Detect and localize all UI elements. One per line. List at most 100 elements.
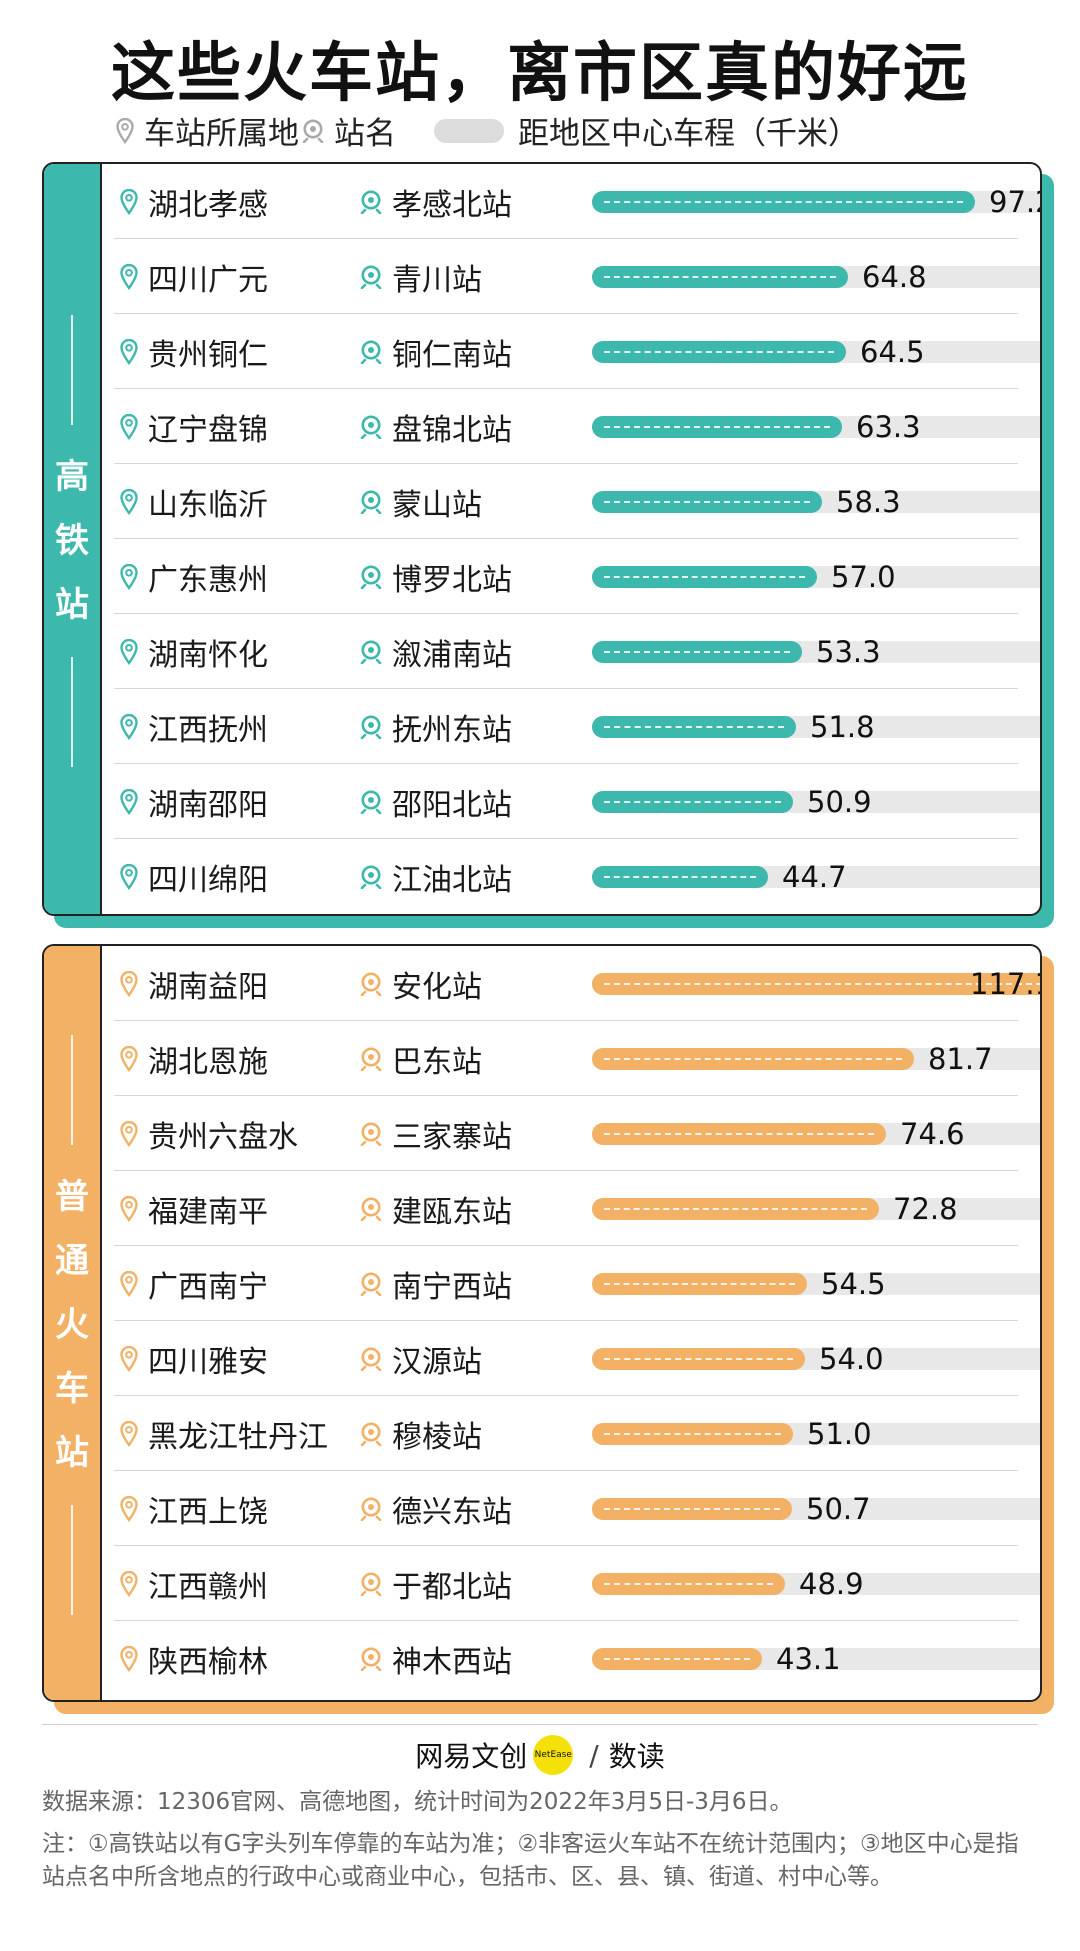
train-icon	[360, 865, 382, 889]
bar	[592, 1273, 807, 1295]
station-name-label: 三家寨站	[392, 1119, 512, 1155]
row-divider	[114, 1095, 1018, 1096]
section-frame: 高铁站 湖北孝感 孝感北站 97.2 四川广元 青川站 64.8 贵州铜仁 铜仁南站 64.5 辽宁…	[42, 162, 1042, 916]
station-name-label: 盘锦北站	[392, 412, 512, 448]
section-side-label: 高铁站	[44, 164, 102, 914]
table-row: 湖南怀化 溆浦南站 53.3	[102, 614, 1040, 689]
bar-track	[592, 716, 1040, 738]
station-name: 于都北站	[360, 1546, 512, 1621]
page-title: 这些火车站，离市区真的好远	[111, 37, 969, 111]
legend-station: 站名	[302, 108, 396, 153]
bar-track	[592, 266, 1040, 288]
table-row: 四川广元 青川站 64.8	[102, 239, 1040, 314]
location-pin-icon	[120, 1120, 138, 1147]
data-label: 44.7	[782, 859, 847, 894]
station-location-label: 贵州六盘水	[148, 1119, 298, 1155]
station-name: 青川站	[360, 239, 482, 314]
table-row: 江西上饶 德兴东站 50.7	[102, 1471, 1040, 1546]
station-name-label: 建瓯东站	[392, 1194, 512, 1230]
station-name: 建瓯东站	[360, 1171, 512, 1246]
station-name-label: 溆浦南站	[392, 637, 512, 673]
train-icon	[360, 265, 382, 289]
train-icon	[360, 415, 382, 439]
data-label: 57.0	[831, 559, 896, 594]
station-name-label: 穆棱站	[392, 1419, 482, 1455]
station-name-label: 邵阳北站	[392, 787, 512, 823]
bar	[592, 341, 846, 363]
station-name-label: 铜仁南站	[392, 337, 512, 373]
bar-track	[592, 866, 1040, 888]
station-name-label: 于都北站	[392, 1569, 512, 1605]
table-row: 广东惠州 博罗北站 57.0	[102, 539, 1040, 614]
station-name-label: 巴东站	[392, 1044, 482, 1080]
train-icon	[360, 972, 382, 996]
station-name: 巴东站	[360, 1021, 482, 1096]
bar-track	[592, 791, 1040, 813]
row-divider	[114, 313, 1018, 314]
row-divider	[114, 1320, 1018, 1321]
station-name: 安化站	[360, 946, 482, 1021]
side-line-bottom	[71, 1505, 73, 1615]
station-name-label: 江油北站	[392, 862, 512, 898]
station-location-label: 黑龙江牡丹江	[148, 1419, 328, 1455]
netease-badge: NetEase	[533, 1735, 574, 1775]
side-line-top	[71, 1035, 73, 1145]
station-name: 蒙山站	[360, 464, 482, 539]
location-pin-icon	[120, 638, 138, 665]
station-location-label: 陕西榆林	[148, 1644, 268, 1680]
station-location: 山东临沂	[120, 464, 268, 539]
station-location: 江西上饶	[120, 1471, 268, 1546]
side-label-char: 站	[55, 1433, 89, 1473]
bar	[592, 1423, 793, 1445]
row-divider	[114, 1245, 1018, 1246]
train-icon	[360, 1422, 382, 1446]
station-location: 湖北孝感	[120, 164, 268, 239]
data-label: 53.3	[816, 634, 881, 669]
train-icon	[360, 1047, 382, 1071]
data-source: 数据来源：12306官网、高德地图，统计时间为2022年3月5日-3月6日。	[42, 1789, 793, 1815]
brand-logo: 网易文创 NetEase / 数读	[0, 1732, 1080, 1778]
data-label: 97.2	[989, 184, 1040, 219]
legend: 车站所属地 站名 距地区中心车程（千米）	[116, 108, 996, 152]
station-name: 孝感北站	[360, 164, 512, 239]
train-icon	[360, 1272, 382, 1296]
station-location: 福建南平	[120, 1171, 268, 1246]
row-divider	[114, 688, 1018, 689]
train-icon	[360, 640, 382, 664]
train-icon	[360, 490, 382, 514]
bar-track	[592, 1123, 1040, 1145]
station-location-label: 湖南邵阳	[148, 787, 268, 823]
train-icon	[360, 565, 382, 589]
legend-station-label: 站名	[334, 116, 396, 152]
station-location-label: 山东临沂	[148, 487, 268, 523]
bar	[592, 416, 842, 438]
row-divider	[114, 1170, 1018, 1171]
bar-list: 湖北孝感 孝感北站 97.2 四川广元 青川站 64.8 贵州铜仁 铜仁南站 64.5 辽宁盘锦 盘…	[102, 164, 1040, 914]
row-divider	[114, 1470, 1018, 1471]
station-name: 汉源站	[360, 1321, 482, 1396]
station-location-label: 湖南益阳	[148, 969, 268, 1005]
bar-track	[592, 341, 1040, 363]
station-location: 广西南宁	[120, 1246, 268, 1321]
table-row: 湖南益阳 安化站 117.1	[102, 946, 1040, 1021]
station-location: 湖南益阳	[120, 946, 268, 1021]
station-location-label: 江西抚州	[148, 712, 268, 748]
bar-track	[592, 1198, 1040, 1220]
station-name: 德兴东站	[360, 1471, 512, 1546]
location-pin-icon	[120, 1045, 138, 1072]
station-location-label: 辽宁盘锦	[148, 412, 268, 448]
row-divider	[114, 838, 1018, 839]
train-icon	[360, 1347, 382, 1371]
bar	[592, 566, 817, 588]
data-label: 64.5	[860, 334, 925, 369]
station-location-label: 福建南平	[148, 1194, 268, 1230]
row-divider	[114, 1020, 1018, 1021]
location-pin-icon	[120, 1495, 138, 1522]
side-label-char: 通	[55, 1241, 89, 1281]
table-row: 四川雅安 汉源站 54.0	[102, 1321, 1040, 1396]
table-row: 广西南宁 南宁西站 54.5	[102, 1246, 1040, 1321]
side-label-char: 高	[55, 457, 89, 497]
location-pin-icon	[120, 1420, 138, 1447]
location-pin-icon	[120, 713, 138, 740]
